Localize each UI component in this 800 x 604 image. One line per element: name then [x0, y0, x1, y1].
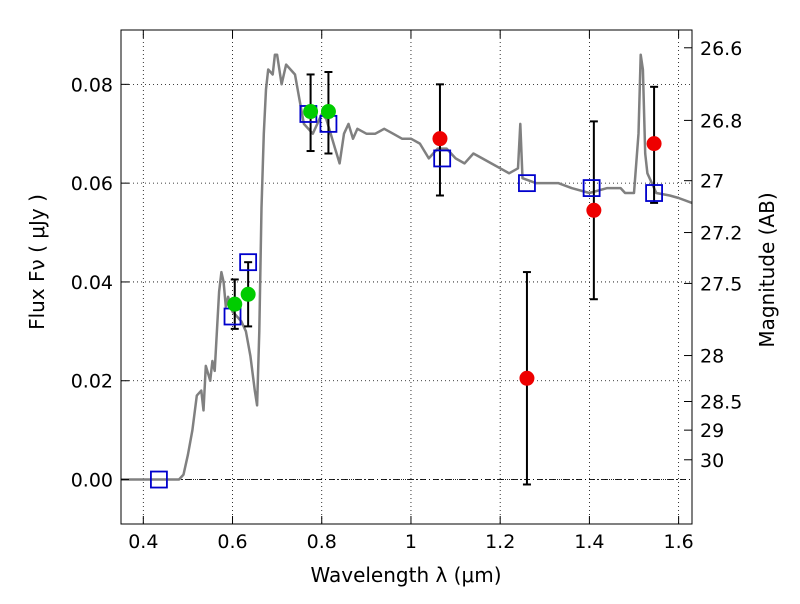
observed-photometry-point [586, 202, 602, 218]
model-photometry-square [645, 184, 663, 202]
right-tick-label: 28 [700, 346, 724, 368]
y-tick-label: 0.04 [71, 272, 113, 294]
y-tick-label: 0.00 [71, 470, 113, 492]
right-tick-label: 30 [700, 450, 724, 472]
right-axis-label: Magnitude (AB) [755, 192, 779, 347]
right-tick-label: 28.5 [700, 391, 742, 413]
x-tick-label: 0.6 [217, 531, 247, 553]
y-tick-label: 0.08 [71, 74, 113, 96]
model-photometry-square [582, 179, 601, 197]
x-tick-label: 1.2 [485, 531, 515, 553]
observed-photometry-points [227, 104, 662, 386]
model-photometry-square [518, 174, 536, 193]
model-photometry-square [239, 253, 258, 272]
x-tick-label: 1 [405, 531, 417, 553]
observed-photometry-point [320, 104, 336, 120]
right-tick-label: 26.8 [700, 110, 742, 132]
x-axis-label: Wavelength λ (μm) [310, 563, 501, 587]
x-tick-label: 1.4 [574, 531, 604, 553]
right-axis-ticks: 26.6 26.8 27 27.2 27.5 28 28.5 29 30 [684, 38, 742, 472]
x-tick-label: 1.6 [664, 531, 694, 553]
observed-photometry-point [519, 370, 535, 386]
x-tick-label: 0.4 [128, 531, 158, 553]
observed-photometry-point [646, 136, 662, 152]
model-photometry-square [150, 470, 168, 489]
right-tick-label: 26.6 [700, 38, 742, 60]
observed-photometry-point [240, 286, 256, 302]
observed-photometry-point [432, 131, 448, 147]
y-tick-label: 0.06 [71, 173, 113, 195]
plot-frame [120, 29, 693, 525]
y-axis-ticks: 0.00 0.02 0.04 0.06 0.08 [71, 74, 129, 492]
y-axis-label: Flux Fν ( μJy ) [25, 194, 49, 330]
right-tick-label: 27.2 [700, 223, 742, 245]
right-tick-label: 27.5 [700, 273, 742, 295]
right-tick-label: 27 [700, 171, 724, 193]
x-axis-ticks: 0.4 0.6 0.8 1 1.2 1.4 1.6 [128, 30, 694, 553]
observed-photometry-point [303, 104, 319, 120]
model-photometry-square [433, 149, 452, 168]
observed-photometry-point [227, 296, 243, 312]
y-tick-label: 0.02 [71, 371, 113, 393]
grid-lines [121, 30, 692, 524]
x-tick-label: 0.8 [307, 531, 337, 553]
model-spectrum-line [121, 53, 693, 481]
right-tick-label: 29 [700, 420, 724, 442]
